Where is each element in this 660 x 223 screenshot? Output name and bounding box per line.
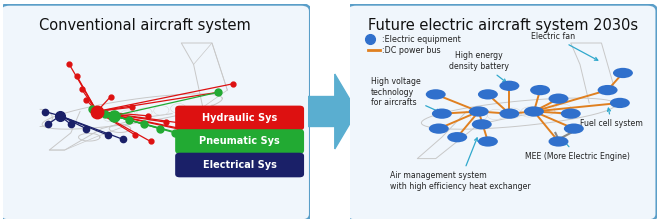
Text: Electrical Sys: Electrical Sys: [203, 160, 277, 170]
FancyBboxPatch shape: [175, 153, 304, 177]
Ellipse shape: [426, 89, 446, 99]
Ellipse shape: [564, 124, 584, 134]
Text: MEE (More Electric Engine): MEE (More Electric Engine): [525, 141, 630, 161]
Text: :Electric equipment: :Electric equipment: [382, 35, 461, 44]
Ellipse shape: [472, 119, 492, 130]
Ellipse shape: [478, 136, 498, 147]
Text: Future electric aircraft system 2030s: Future electric aircraft system 2030s: [368, 18, 638, 33]
Ellipse shape: [429, 124, 449, 134]
Text: High energy
density battery: High energy density battery: [449, 51, 509, 82]
Ellipse shape: [548, 93, 568, 104]
Ellipse shape: [478, 89, 498, 99]
FancyBboxPatch shape: [175, 106, 304, 130]
Ellipse shape: [500, 81, 519, 91]
Text: Pneumatic Sys: Pneumatic Sys: [199, 136, 280, 147]
Text: Hydraulic Sys: Hydraulic Sys: [202, 113, 277, 123]
FancyBboxPatch shape: [0, 4, 310, 221]
Text: Air management system
with high efficiency heat exchanger: Air management system with high efficien…: [389, 138, 531, 191]
Ellipse shape: [432, 109, 452, 119]
Polygon shape: [308, 74, 357, 149]
Text: Electric fan: Electric fan: [531, 32, 598, 60]
Ellipse shape: [530, 85, 550, 95]
Text: Fuel cell system: Fuel cell system: [580, 108, 643, 128]
Text: :DC power bus: :DC power bus: [382, 46, 441, 55]
Ellipse shape: [447, 132, 467, 142]
Ellipse shape: [561, 109, 581, 119]
FancyBboxPatch shape: [346, 4, 657, 221]
Text: Conventional aircraft system: Conventional aircraft system: [38, 18, 250, 33]
Ellipse shape: [597, 85, 618, 95]
Ellipse shape: [610, 98, 630, 108]
Ellipse shape: [613, 68, 633, 78]
Ellipse shape: [469, 106, 488, 117]
Ellipse shape: [524, 106, 544, 117]
FancyBboxPatch shape: [175, 129, 304, 154]
Ellipse shape: [548, 136, 568, 147]
Text: High voltage
technology
for aircrafts: High voltage technology for aircrafts: [371, 77, 440, 112]
Ellipse shape: [500, 109, 519, 119]
